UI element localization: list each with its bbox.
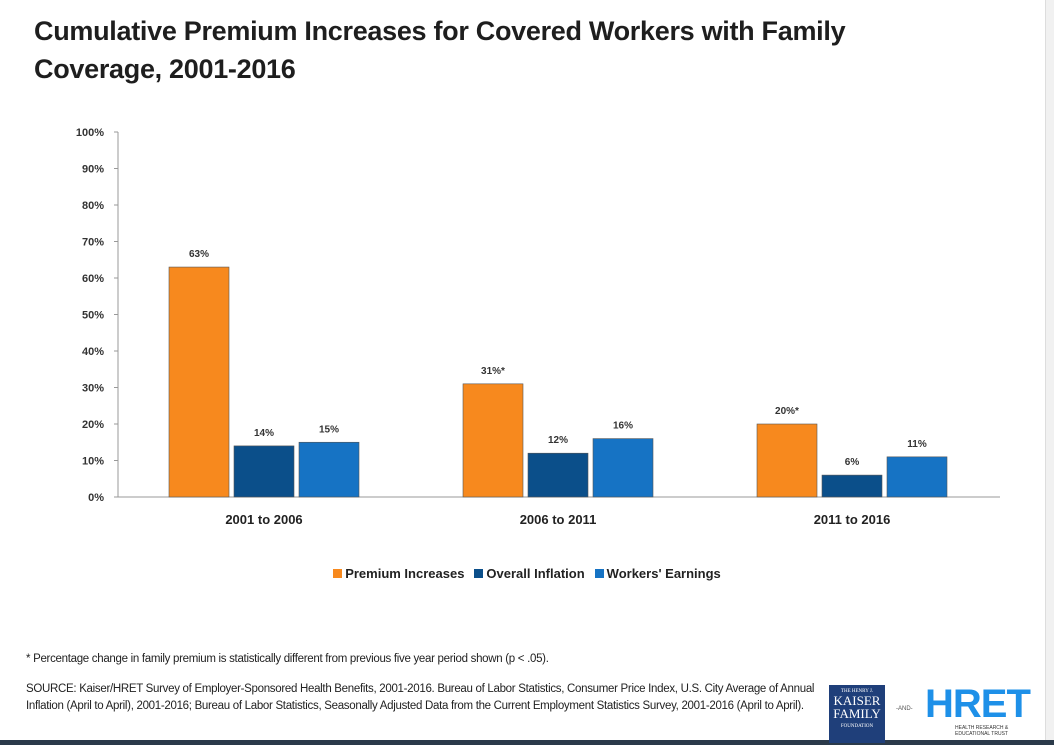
legend-swatch — [594, 569, 604, 578]
data-label: 31%* — [481, 366, 505, 377]
data-label: 12% — [548, 435, 568, 446]
y-tick-label: 20% — [82, 419, 104, 431]
window-bottom-bar — [0, 740, 1054, 745]
logo-separator: -AND- — [896, 706, 913, 712]
bar — [821, 474, 883, 498]
y-tick-label: 50% — [82, 310, 104, 322]
source-note: SOURCE: Kaiser/HRET Survey of Employer-S… — [26, 683, 815, 712]
bar — [168, 266, 230, 498]
x-tick-label: 2001 to 2006 — [225, 512, 302, 527]
y-tick-label: 80% — [82, 200, 104, 212]
y-tick-label: 60% — [82, 273, 104, 285]
data-label: 16% — [613, 421, 633, 432]
bar — [462, 383, 524, 498]
y-tick-label: 100% — [76, 127, 104, 139]
window-edge — [1045, 0, 1054, 745]
data-label: 15% — [319, 424, 339, 435]
x-tick-label: 2011 to 2016 — [814, 512, 891, 527]
legend-item: Workers' Earnings — [594, 566, 721, 581]
legend-item: Overall Inflation — [474, 566, 585, 581]
x-axis: 2001 to 2006 2006 to 2011 2011 to 2016 — [225, 512, 890, 527]
bar — [886, 456, 948, 498]
chart-title: Cumulative Premium Increases for Covered… — [34, 16, 846, 84]
y-tick-label: 30% — [82, 383, 104, 395]
kaiser-family-foundation-logo: THE HENRY J. KAISER FAMILY FOUNDATION — [829, 685, 885, 743]
bar — [298, 441, 360, 498]
y-tick-label: 0% — [88, 492, 104, 504]
legend-swatch — [474, 569, 484, 578]
bars: 63% 14% 15% 31%* 12% 16% 20%* 6% 11% — [168, 249, 948, 498]
hret-logo-subtitle: HEALTH RESEARCH & EDUCATIONAL TRUST — [955, 725, 1009, 737]
bar-chart: 0% 10% 20% 30% 40% 50% 60% 70% 80% 90% 100% 63% 14%… — [76, 127, 1000, 527]
legend-label: Workers' Earnings — [606, 566, 721, 581]
x-tick-label: 2006 to 2011 — [520, 512, 597, 527]
data-label: 14% — [254, 428, 274, 439]
bar — [592, 438, 654, 498]
data-label: 11% — [907, 439, 927, 450]
bar — [756, 423, 818, 498]
data-label: 63% — [189, 249, 209, 260]
legend-label: Premium Increases — [345, 566, 465, 581]
legend-swatch — [333, 569, 343, 578]
y-tick-label: 10% — [82, 456, 104, 468]
y-tick-label: 70% — [82, 237, 104, 249]
y-tick-label: 90% — [82, 164, 104, 176]
legend: Premium Increases Overall Inflation Worker… — [0, 566, 1054, 581]
y-tick-label: 40% — [82, 346, 104, 358]
footnote: * Percentage change in family premium is… — [26, 653, 549, 665]
data-label: 6% — [845, 457, 860, 468]
bar — [527, 452, 589, 498]
hret-logo: HRET — [925, 682, 1031, 726]
legend-label: Overall Inflation — [486, 566, 585, 581]
bar — [233, 445, 295, 498]
data-label: 20%* — [775, 406, 799, 417]
legend-item: Premium Increases — [333, 566, 464, 581]
